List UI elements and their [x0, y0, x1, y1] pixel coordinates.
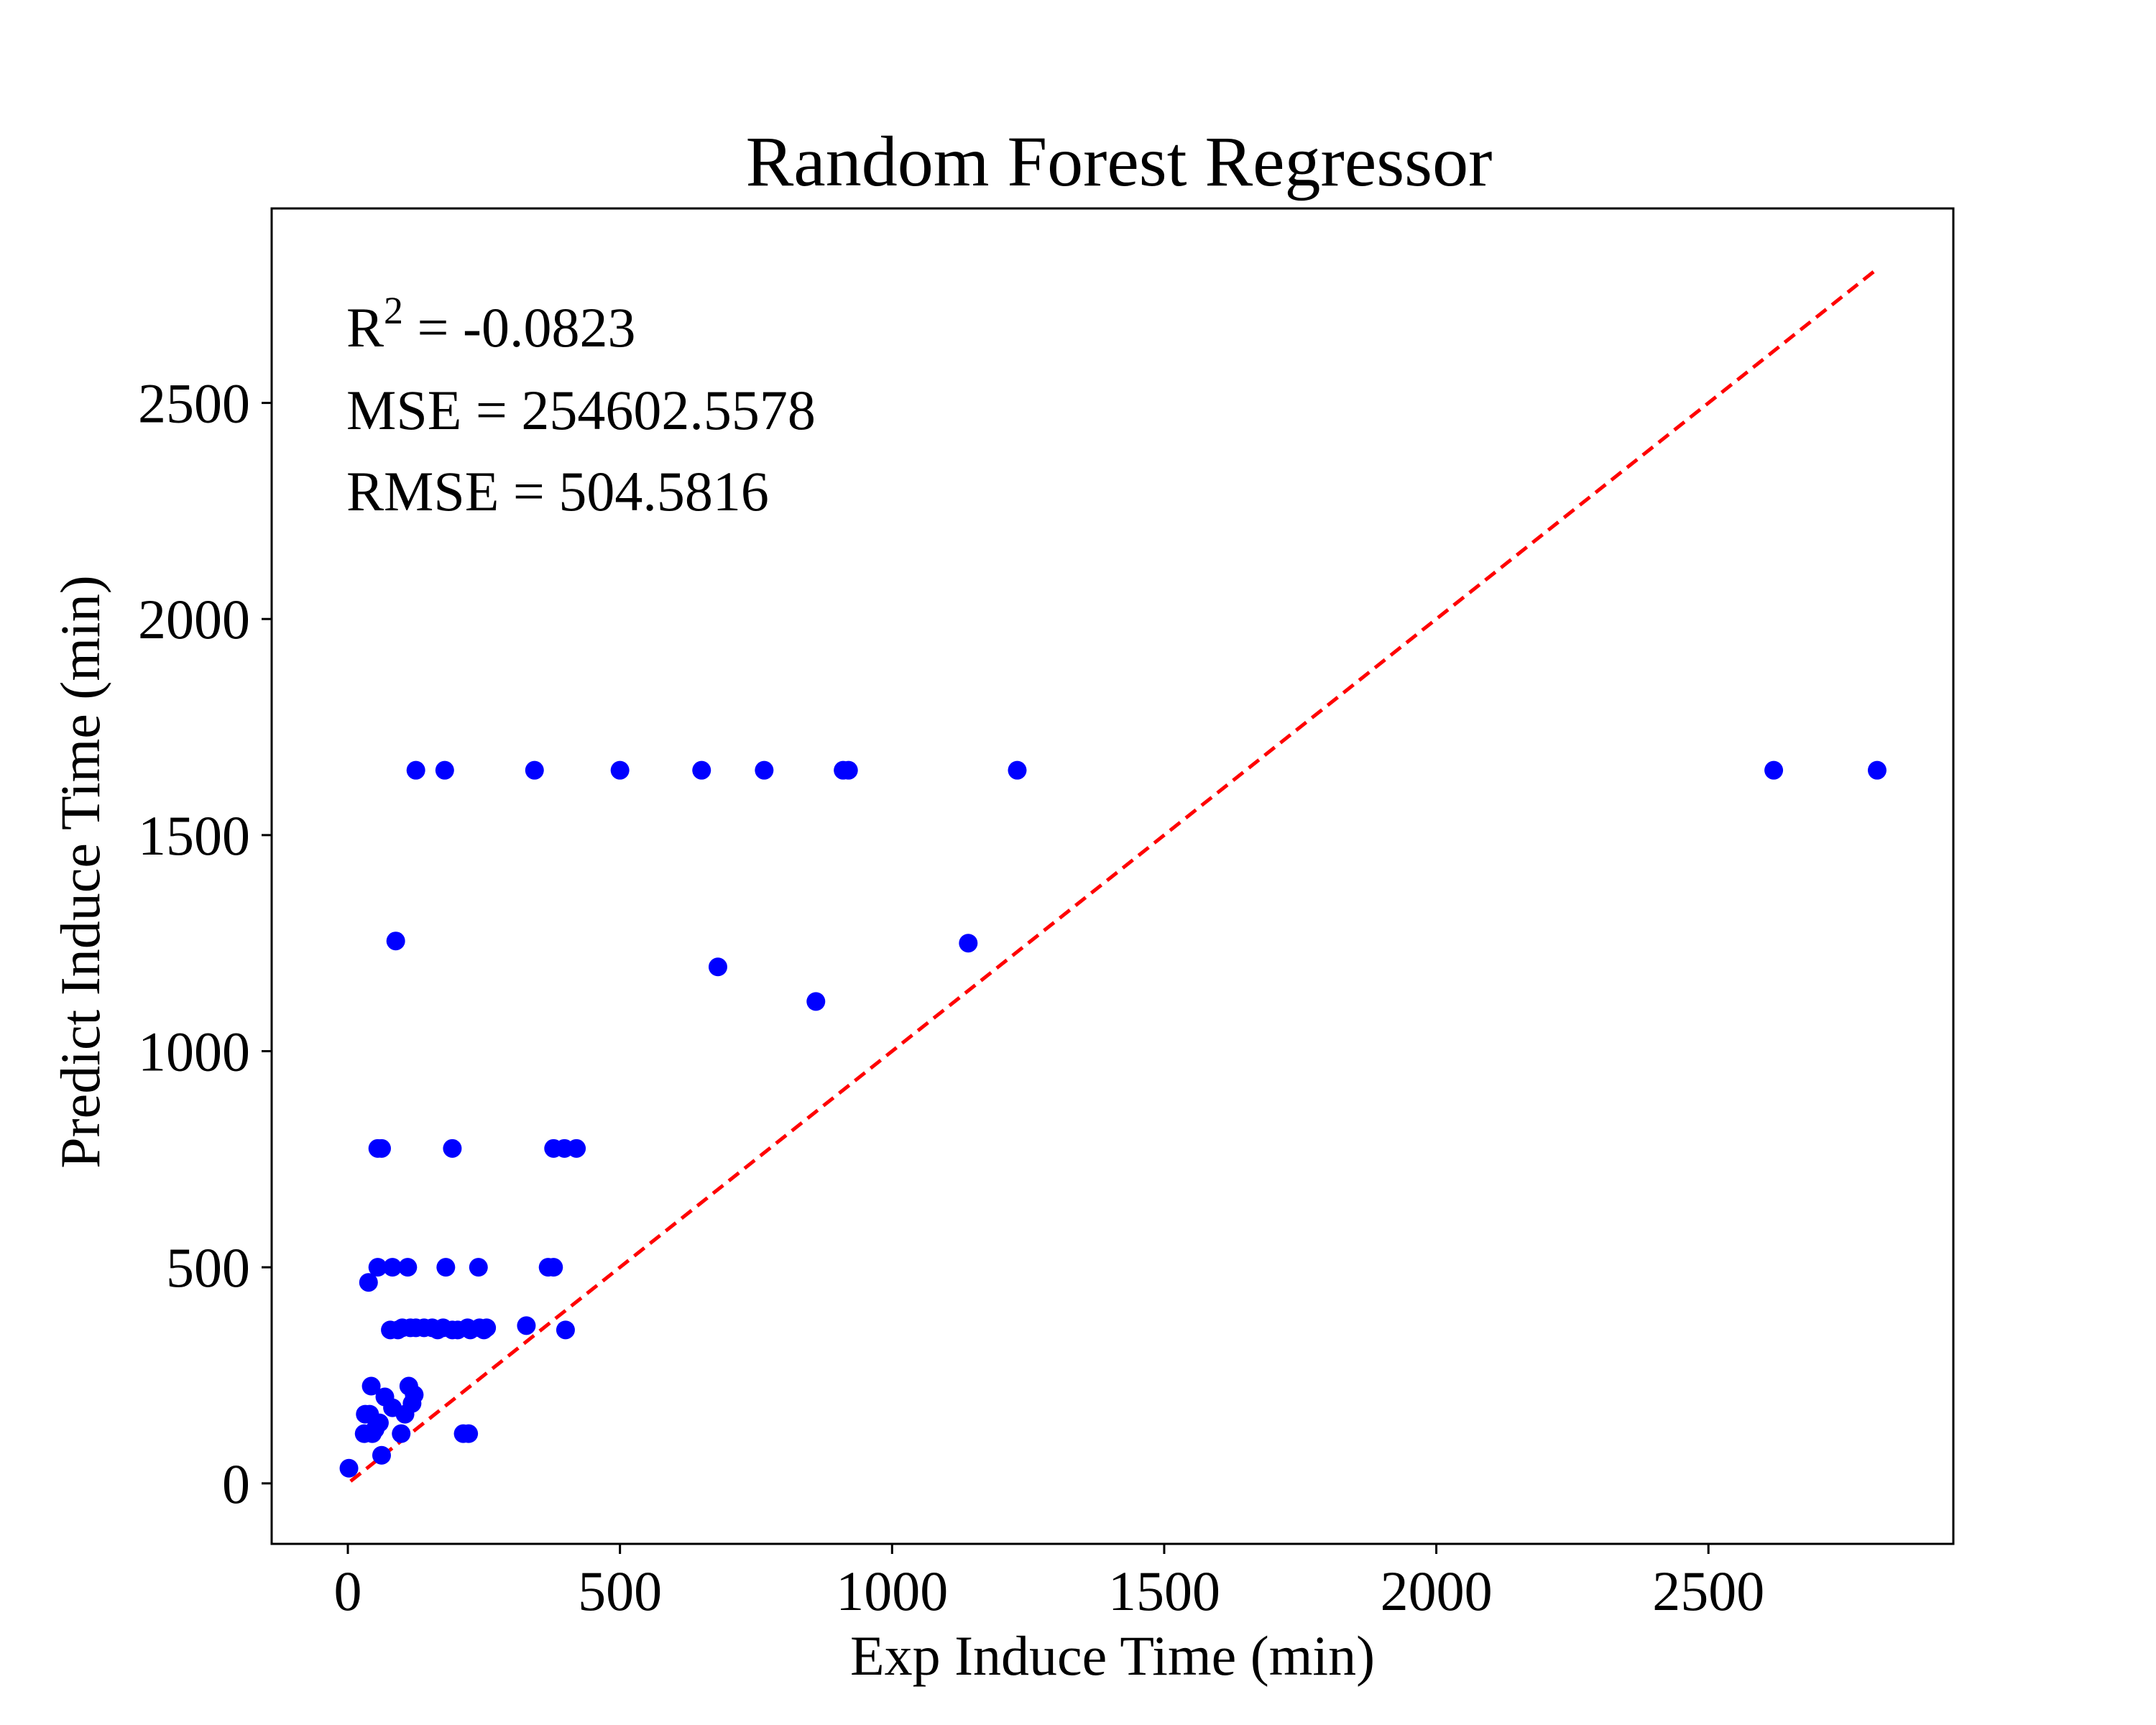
y-tick-label: 2000	[138, 588, 250, 650]
data-point	[477, 1318, 497, 1338]
data-point	[1008, 760, 1027, 780]
data-point	[436, 1258, 456, 1277]
data-point	[525, 760, 544, 780]
data-point	[708, 957, 727, 977]
data-point	[392, 1424, 411, 1443]
data-point	[1867, 760, 1886, 780]
data-point	[383, 1258, 402, 1277]
x-tick-label: 2500	[1652, 1560, 1764, 1622]
data-point	[372, 1445, 391, 1465]
chart-title: Random Forest Regressor	[746, 121, 1493, 201]
data-point	[755, 760, 774, 780]
y-tick-label: 1000	[138, 1021, 250, 1083]
data-point	[469, 1258, 488, 1277]
plot-frame	[270, 207, 1955, 1545]
data-point	[443, 1138, 462, 1158]
data-point	[610, 760, 630, 780]
data-point	[517, 1316, 536, 1335]
x-tick-label: 1000	[836, 1560, 948, 1622]
data-point	[369, 1413, 389, 1432]
data-point	[368, 1258, 387, 1277]
x-axis-label: Exp Induce Time (min)	[850, 1624, 1375, 1687]
y-tick-label: 2500	[138, 372, 250, 435]
data-point	[839, 760, 858, 780]
mse-annotation: MSE = 254602.5578	[346, 379, 816, 441]
reference-line	[349, 267, 1879, 1483]
r2-superscript: 2	[384, 289, 403, 332]
x-axis-ticks: 0 500 1000 1500 2000 2500	[334, 1544, 1764, 1622]
data-point	[556, 1320, 575, 1340]
data-point	[959, 934, 978, 953]
data-point	[692, 760, 711, 780]
metrics-annotation: R2 = -0.0823 MSE = 254602.5578 RMSE = 50…	[346, 289, 816, 523]
data-point	[406, 760, 425, 780]
r2-annotation: R2 = -0.0823	[346, 289, 636, 359]
plot-area	[339, 267, 1886, 1483]
data-point	[459, 1424, 479, 1443]
data-point	[361, 1376, 381, 1396]
data-point	[544, 1258, 563, 1277]
data-point	[806, 992, 826, 1011]
data-point	[386, 932, 405, 951]
y-tick-label: 0	[222, 1453, 250, 1515]
r2-value: = -0.0823	[403, 296, 635, 359]
data-point	[567, 1138, 586, 1158]
data-point	[398, 1258, 418, 1277]
data-point	[435, 760, 454, 780]
y-axis-label: Predict Induce Time (min)	[49, 575, 111, 1168]
data-point	[339, 1458, 359, 1478]
x-tick-label: 0	[334, 1560, 362, 1622]
x-tick-label: 2000	[1381, 1560, 1493, 1622]
y-tick-label: 1500	[138, 804, 250, 867]
r2-base: R	[346, 296, 384, 359]
rmse-annotation: RMSE = 504.5816	[346, 460, 769, 523]
x-tick-label: 500	[578, 1560, 662, 1622]
y-tick-label: 500	[166, 1236, 250, 1299]
data-point	[1764, 760, 1784, 780]
data-point	[359, 1273, 378, 1292]
x-tick-label: 1500	[1108, 1560, 1220, 1622]
y-axis-ticks: 0 500 1000 1500 2000 2500	[138, 372, 272, 1515]
data-point	[372, 1138, 391, 1158]
data-point	[405, 1385, 424, 1404]
